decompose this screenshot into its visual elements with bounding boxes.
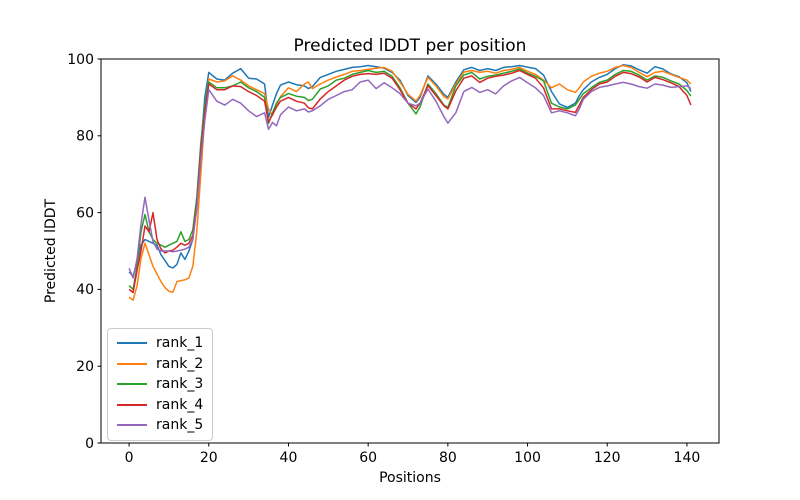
legend-item-rank-2: rank_2	[117, 354, 203, 375]
legend-line-sample-rank-5	[117, 424, 147, 427]
y-tick-label: 0	[85, 436, 94, 452]
series-line-rank_2	[128, 64, 692, 301]
legend-line-sample-rank-1	[117, 342, 147, 345]
legend-item-rank-3: rank_3	[117, 374, 203, 395]
axes-frame	[100, 58, 720, 444]
legend-item-rank-1: rank_1	[117, 333, 203, 354]
legend-item-rank-5: rank_5	[117, 415, 203, 436]
legend-line-sample-rank-3	[117, 383, 147, 386]
y-tick-label: 60	[76, 205, 94, 221]
y-axis-label: Predicted lDDT	[43, 198, 59, 303]
y-tick-label: 40	[76, 282, 94, 298]
x-tick-label: 80	[439, 450, 457, 466]
x-tick-label: 100	[514, 450, 541, 466]
series-line-rank_4	[128, 69, 692, 294]
legend-label-rank-5: rank_5	[156, 417, 204, 433]
series-line-rank_5	[128, 76, 692, 279]
tick-group: 0 20 40 60 80 100 120 140 0 20 40 60 80 100	[67, 52, 700, 466]
x-axis-label: Positions	[379, 470, 441, 486]
x-tick-label: 20	[200, 450, 218, 466]
x-tick-label: 60	[359, 450, 377, 466]
legend-label-rank-2: rank_2	[156, 355, 204, 372]
series-lines	[128, 64, 692, 301]
y-tick-label: 100	[67, 52, 94, 68]
legend-item-rank-4: rank_4	[117, 395, 203, 416]
chart-title: Predicted lDDT per position	[294, 36, 527, 56]
y-tick-label: 80	[76, 129, 94, 145]
legend-label-rank-3: rank_3	[156, 376, 204, 392]
y-tick-label: 20	[76, 359, 94, 375]
legend-line-sample-rank-2	[117, 362, 147, 365]
x-tick-label: 0	[125, 450, 134, 466]
legend-line-sample-rank-4	[117, 403, 147, 406]
x-tick-label: 40	[280, 450, 298, 466]
legend-label-rank-1: rank_1	[156, 335, 204, 351]
legend-label-rank-4: rank_4	[156, 396, 204, 413]
series-line-rank_3	[128, 68, 692, 291]
legend: rank_1 rank_2 rank_3 rank_4 rank_5	[107, 328, 214, 441]
series-line-rank_1	[128, 64, 692, 277]
x-tick-label: 120	[594, 450, 621, 466]
x-tick-label: 140	[674, 450, 701, 466]
